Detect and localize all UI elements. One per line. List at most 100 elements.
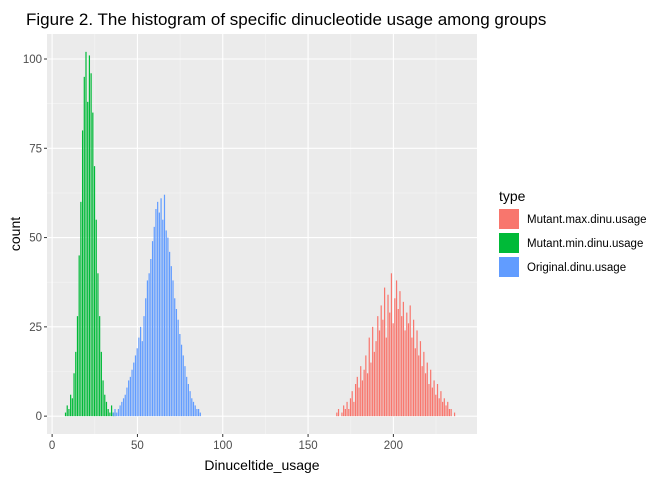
histogram-bar (141, 341, 143, 417)
histogram-bar (436, 384, 439, 417)
legend-label: Mutant.min.dinu.usage (527, 238, 643, 250)
x-axis-title: Dinuceltide_usage (204, 457, 319, 473)
histogram-bar (424, 373, 427, 417)
histogram-bar (146, 280, 149, 417)
histogram-bar (99, 316, 101, 417)
x-tick-label: 0 (49, 440, 55, 452)
histogram-bar (431, 387, 433, 417)
y-tick-label: 0 (36, 411, 42, 423)
histogram-bar (95, 219, 97, 417)
histogram-bar (395, 280, 398, 417)
series-Mutant.min.dinu.usage (64, 51, 116, 417)
histogram-bar (194, 405, 196, 417)
x-axis-ticks: 0 50 100 150 200 (49, 434, 403, 452)
histogram-bar (411, 337, 413, 417)
histogram-bar (64, 412, 67, 417)
histogram-bar (421, 366, 423, 417)
histogram-bar (109, 412, 111, 417)
histogram-bar (372, 326, 374, 417)
histogram-bar (390, 273, 393, 417)
histogram-bar (78, 255, 80, 417)
histogram-bar (71, 398, 73, 417)
histogram-bar (450, 409, 452, 417)
x-tick-label: 100 (213, 440, 232, 452)
histogram-bar (153, 226, 155, 417)
histogram-bar (389, 312, 391, 417)
histogram-bar (418, 355, 420, 417)
histogram-bar (430, 369, 432, 417)
histogram-bar (343, 405, 345, 417)
histogram-bar (445, 405, 447, 417)
series-Original.dinu.usage (112, 194, 201, 417)
histogram-bar (107, 409, 109, 417)
histogram-bar (401, 316, 403, 417)
histogram-bar (360, 366, 362, 417)
legend-item: Mutant.max.dinu.usage (499, 209, 647, 229)
histogram-bar (448, 409, 451, 417)
histogram-bar (179, 334, 181, 417)
histogram-bar (375, 341, 377, 417)
y-tick-label: 50 (29, 233, 42, 245)
histogram-bar (399, 291, 401, 417)
histogram-bar (160, 198, 162, 417)
histogram-bar (442, 401, 444, 417)
histogram-bar (409, 305, 411, 417)
histogram-bar (80, 201, 82, 417)
histogram-bar (66, 405, 68, 417)
histogram-bar (426, 362, 428, 417)
histogram-bar (158, 212, 160, 417)
histogram-bar (180, 344, 183, 417)
histogram-bar (184, 366, 186, 417)
histogram-bar (187, 384, 189, 417)
histogram-bars (64, 51, 456, 417)
histogram-bar (174, 298, 176, 417)
legend-key (499, 209, 519, 229)
histogram-bar (139, 326, 142, 417)
histogram-bar (406, 312, 408, 417)
legend: type Mutant.max.dinu.usage Mutant.min.din… (499, 188, 647, 277)
y-axis-ticks: 0 25 50 75 100 (23, 54, 47, 423)
histogram-bar (116, 412, 118, 417)
histogram-bar (365, 355, 367, 417)
histogram-bar (76, 316, 79, 417)
histogram-bar (129, 376, 131, 417)
histogram-bar (356, 376, 358, 417)
histogram-bar (70, 394, 72, 417)
histogram-bar (349, 398, 352, 417)
y-tick-label: 75 (29, 143, 42, 155)
histogram-bar (145, 298, 147, 417)
legend-item: Original.dinu.usage (499, 257, 626, 277)
histogram-bar (361, 380, 364, 417)
histogram-bar (419, 341, 422, 417)
histogram-bar (428, 384, 430, 417)
histogram-bar (346, 401, 348, 417)
histogram-bar (110, 405, 113, 417)
legend-label: Original.dinu.usage (527, 262, 626, 274)
legend-title: type (499, 188, 526, 204)
y-tick-label: 100 (23, 54, 42, 66)
histogram-bar (102, 380, 104, 417)
histogram-bar (407, 323, 410, 417)
histogram-bar (358, 387, 360, 417)
histogram-bar (414, 348, 416, 417)
histogram-bar (191, 398, 193, 417)
histogram-bar (198, 409, 200, 417)
histogram-bar (119, 405, 121, 417)
histogram-bar (354, 384, 357, 417)
histogram-bar (384, 287, 386, 417)
histogram-bar (373, 351, 375, 417)
histogram-bar (136, 348, 138, 417)
histogram-bar (378, 330, 381, 417)
histogram-bar (380, 305, 382, 417)
histogram-bar (453, 412, 456, 417)
histogram-bar (68, 409, 70, 417)
histogram-bar (177, 319, 179, 417)
histogram-bar (175, 309, 178, 417)
histogram-bar (392, 323, 394, 417)
histogram-bar (199, 412, 201, 417)
histogram-bar (128, 380, 130, 417)
histogram-bar (93, 166, 96, 417)
histogram-bar (366, 373, 369, 417)
histogram-bar (189, 391, 191, 417)
histogram-bar (131, 369, 133, 417)
